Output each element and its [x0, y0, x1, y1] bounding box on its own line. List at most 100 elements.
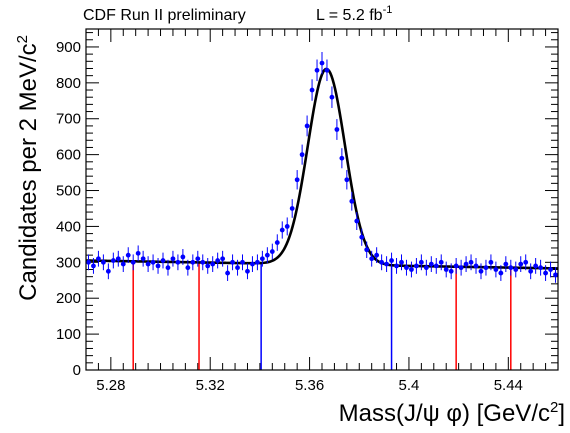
data-point	[269, 243, 275, 260]
data-point	[255, 254, 260, 271]
data-point	[418, 254, 424, 271]
data-point	[264, 247, 270, 264]
data-point	[170, 250, 176, 267]
data-point	[498, 265, 504, 281]
data-point	[100, 254, 106, 271]
data-point	[225, 265, 231, 281]
y-tick-label: 500	[56, 183, 81, 200]
data-marker	[225, 270, 231, 276]
data-point	[324, 59, 330, 82]
data-point	[215, 252, 221, 269]
data-marker	[205, 263, 211, 269]
data-marker	[468, 259, 474, 265]
y-tick-label: 900	[56, 39, 81, 56]
data-point	[349, 191, 355, 211]
data-point	[344, 170, 350, 190]
data-marker	[130, 259, 136, 265]
data-point	[230, 254, 235, 271]
data-marker	[195, 256, 201, 262]
data-point	[553, 266, 558, 283]
data-marker	[334, 127, 340, 132]
data-point	[389, 252, 394, 269]
data-point	[145, 256, 151, 273]
luminosity-label: L = 5.2 fb-1	[316, 4, 392, 24]
data-point	[86, 254, 91, 271]
data-marker	[86, 259, 91, 265]
window-lines	[132, 261, 512, 370]
data-point	[120, 256, 126, 273]
data-point	[374, 247, 380, 264]
data-point	[220, 250, 226, 267]
data-point	[438, 254, 444, 271]
data-marker	[528, 268, 534, 274]
data-point	[463, 256, 469, 273]
data-marker	[448, 268, 454, 274]
data-point	[150, 254, 156, 271]
data-marker	[384, 261, 389, 267]
data-marker	[508, 265, 514, 271]
data-marker	[349, 198, 355, 204]
annotation-text: CDF Run II preliminary L = 5.2 fb-1	[83, 4, 392, 24]
data-point	[205, 258, 211, 274]
data-marker	[374, 252, 380, 258]
data-marker	[533, 263, 539, 269]
data-marker	[394, 263, 399, 269]
data-marker	[269, 249, 275, 254]
data-marker	[100, 259, 106, 265]
data-point	[125, 247, 131, 264]
data-point	[483, 259, 489, 276]
data-marker	[200, 259, 206, 265]
data-point	[245, 263, 250, 280]
data-marker	[409, 267, 414, 272]
y-tick-label: 300	[56, 254, 81, 271]
data-marker	[96, 256, 101, 262]
data-marker	[428, 261, 434, 267]
data-marker	[245, 268, 250, 274]
x-axis-ticks: 5.28 5.32 5.36 5.4 5.44	[85, 29, 559, 394]
data-point	[399, 254, 404, 271]
data-point	[91, 258, 96, 274]
fit-curve	[85, 67, 559, 270]
data-marker	[160, 258, 166, 263]
data-marker	[423, 265, 429, 271]
data-marker	[294, 177, 300, 183]
data-point	[279, 221, 285, 239]
data-point	[210, 256, 216, 273]
data-marker	[493, 267, 499, 272]
data-point	[379, 254, 385, 271]
data-point	[384, 256, 389, 273]
data-marker	[319, 60, 325, 66]
data-point	[190, 254, 196, 271]
data-point	[240, 254, 245, 271]
data-point	[115, 250, 121, 267]
data-point	[195, 250, 201, 267]
data-marker	[513, 267, 519, 272]
data-marker	[190, 259, 196, 265]
data-point	[433, 258, 439, 274]
data-marker	[91, 263, 96, 269]
data-marker	[250, 261, 255, 267]
experiment-label: CDF Run II preliminary	[83, 7, 246, 24]
data-marker	[418, 259, 424, 265]
data-point	[354, 212, 360, 231]
data-marker	[165, 265, 171, 271]
data-marker	[230, 259, 235, 265]
data-point	[443, 261, 449, 278]
data-marker	[399, 259, 404, 265]
data-point	[533, 258, 539, 274]
x-tick-label: 5.28	[96, 377, 125, 394]
data-point	[130, 254, 136, 271]
data-point	[235, 259, 240, 276]
data-point	[428, 256, 434, 273]
data-point	[523, 254, 529, 271]
data-point	[394, 258, 399, 274]
data-marker	[155, 263, 161, 269]
data-marker	[354, 218, 360, 224]
data-marker	[210, 261, 216, 267]
data-marker	[175, 259, 181, 265]
data-point	[135, 245, 141, 262]
data-marker	[538, 265, 544, 271]
y-tick-label: 700	[56, 111, 81, 128]
data-marker	[185, 265, 191, 271]
data-point	[299, 144, 305, 165]
